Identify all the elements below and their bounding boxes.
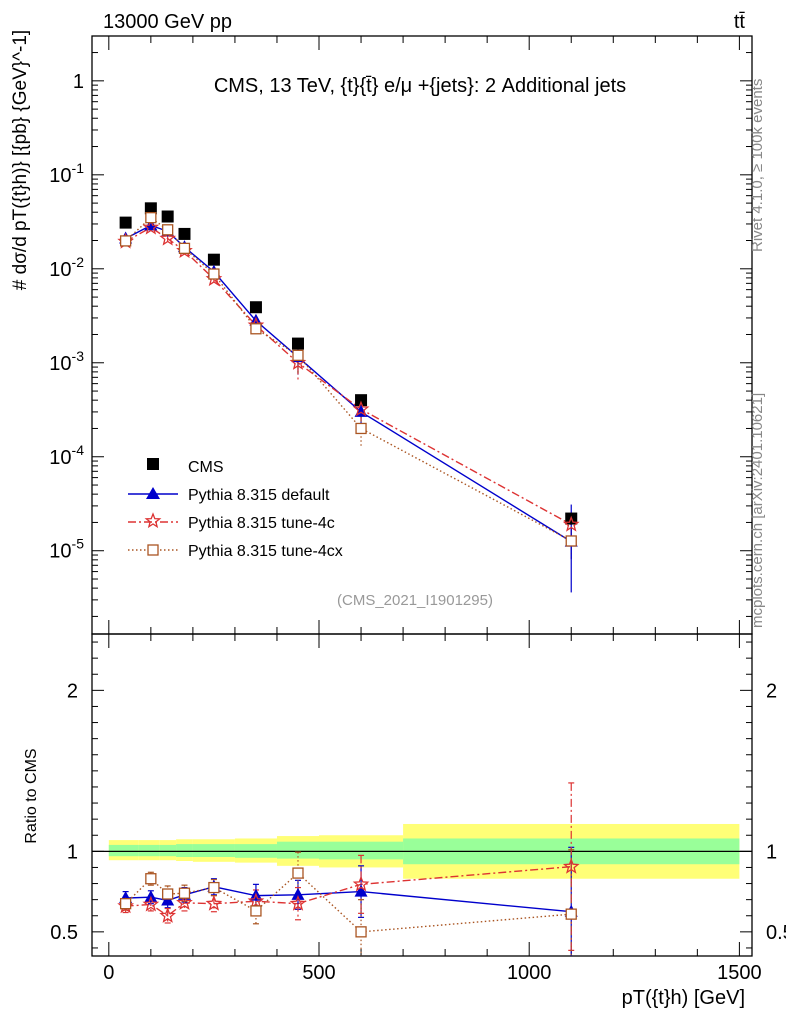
analysis-id: (CMS_2021_I1901295) bbox=[337, 592, 493, 609]
legend-tune4cx-label: Pythia 8.315 tune-4cx bbox=[188, 543, 343, 560]
legend: CMS Pythia 8.315 default Pythia 8.315 tu… bbox=[128, 458, 343, 560]
process-label: tt̄ bbox=[734, 11, 746, 33]
main-marker-cms bbox=[144, 202, 157, 215]
main-series-errorbars bbox=[125, 214, 572, 593]
ratio-series-markers bbox=[117, 857, 580, 938]
legend-tune4cx-marker bbox=[147, 544, 159, 556]
plot-title: CMS, 13 TeV, {t}{t̄} e/μ +{jets}: 2 Addi… bbox=[214, 75, 626, 97]
legend-tune4c-label: Pythia 8.315 tune-4c bbox=[188, 515, 335, 532]
legend-cms-marker bbox=[147, 458, 159, 470]
main-y-tick-label: 10-5 bbox=[49, 536, 84, 563]
ratio-y-axis-title: Ratio to CMS bbox=[23, 748, 40, 843]
main-marker-open-square bbox=[178, 242, 191, 255]
main-marker-star bbox=[159, 229, 177, 246]
energy-label: 13000 GeV pp bbox=[103, 11, 232, 33]
ratio-marker-open-square bbox=[178, 887, 191, 899]
ratio-marker-open-square bbox=[355, 926, 367, 938]
ratio-marker-star bbox=[352, 875, 370, 892]
legend-cms-label: CMS bbox=[188, 459, 224, 476]
legend-default-label: Pythia 8.315 default bbox=[188, 487, 330, 504]
main-marker-open-square bbox=[565, 535, 577, 547]
main-marker-cms bbox=[291, 337, 304, 350]
main-y-tick-label: 10-4 bbox=[49, 442, 84, 469]
main-marker-open-square bbox=[292, 349, 304, 361]
ratio-marker-open-square bbox=[292, 867, 304, 879]
ratio-marker-triangle bbox=[354, 884, 368, 897]
legend-tune4c-marker bbox=[144, 512, 162, 529]
main-marker-cms bbox=[161, 210, 174, 223]
legend-default-marker bbox=[146, 487, 160, 499]
ratio-band-green bbox=[319, 841, 404, 860]
ratio-marker-triangle bbox=[291, 887, 305, 900]
main-y-axis-title: # dσ/d pT({t}h)} [{pb} {GeV}^-1] bbox=[10, 30, 31, 290]
ratio-band-green bbox=[276, 841, 320, 859]
ratio-band-green bbox=[159, 844, 177, 857]
main-y-tick-label: 10-1 bbox=[49, 160, 84, 187]
x-tick-label: 1000 bbox=[507, 962, 552, 984]
main-series-markers bbox=[117, 202, 580, 547]
ratio-marker-open-square bbox=[145, 873, 157, 885]
ratio-y-tick-label: 1 bbox=[67, 841, 78, 863]
axis-ticks bbox=[92, 35, 752, 956]
main-marker-cms bbox=[119, 216, 132, 229]
main-marker-star bbox=[562, 515, 580, 532]
ratio-marker-star bbox=[247, 892, 265, 909]
ratio-line-star bbox=[125, 865, 572, 917]
main-line-star bbox=[125, 226, 572, 526]
main-y-tick-label: 10-2 bbox=[49, 254, 84, 281]
ratio-marker-open-square bbox=[119, 898, 132, 910]
ratio-band-green bbox=[192, 844, 235, 857]
ratio-marker-open-square bbox=[208, 881, 220, 894]
axis-tick-labels: 110-110-210-310-410-50500100015000.50.51… bbox=[49, 71, 786, 984]
main-marker-open-square bbox=[250, 323, 262, 335]
x-tick-label: 500 bbox=[302, 962, 335, 984]
ratio-y-tick-label-right: 1 bbox=[766, 841, 777, 863]
ratio-uncertainty-bands bbox=[92, 823, 752, 879]
rivet-version-label: Rivet 4.1.0, ≥ 100k events bbox=[749, 79, 766, 252]
ratio-marker-open-square bbox=[250, 905, 262, 917]
ratio-y-tick-label-right: 2 bbox=[766, 680, 777, 702]
main-marker-open-square bbox=[355, 422, 367, 435]
main-marker-open-square bbox=[162, 224, 174, 236]
ratio-marker-star bbox=[176, 894, 193, 910]
ratio-y-tick-label: 2 bbox=[67, 680, 78, 702]
ratio-marker-star bbox=[289, 894, 307, 911]
main-y-tick-label: 10-3 bbox=[49, 348, 84, 375]
main-marker-star bbox=[352, 400, 370, 417]
ratio-marker-star bbox=[159, 907, 176, 923]
ratio-marker-open-square bbox=[565, 908, 577, 920]
x-tick-label: 0 bbox=[103, 962, 114, 984]
main-marker-cms bbox=[249, 301, 262, 314]
ratio-y-tick-label: 0.5 bbox=[50, 922, 78, 944]
ratio-y-tick-label-right: 0.5 bbox=[766, 922, 786, 944]
main-marker-star bbox=[142, 218, 160, 235]
x-axis-title: pT({t}h) [GeV] bbox=[622, 987, 745, 1009]
main-marker-open-square bbox=[208, 268, 220, 280]
ratio-marker-star bbox=[142, 895, 160, 912]
ratio-line-triangle bbox=[125, 886, 572, 913]
x-tick-label: 1500 bbox=[717, 962, 762, 984]
ratio-band-green bbox=[176, 844, 193, 857]
ratio-panel-frame bbox=[91, 633, 753, 957]
ratio-marker-open-square bbox=[162, 888, 174, 900]
ratio-line-open-square bbox=[125, 872, 572, 933]
ratio-marker-star bbox=[205, 894, 223, 911]
main-marker-cms bbox=[178, 227, 191, 240]
main-marker-cms bbox=[355, 394, 368, 407]
ratio-band-green bbox=[108, 844, 139, 857]
main-marker-cms bbox=[207, 253, 220, 266]
ratio-marker-star bbox=[562, 857, 580, 874]
ratio-band-green bbox=[138, 844, 160, 857]
main-marker-open-square bbox=[119, 235, 132, 247]
main-marker-open-square bbox=[145, 212, 157, 224]
mcplots-label: mcplots.cern.ch [arXiv:2401.10621] bbox=[749, 393, 766, 628]
main-y-tick-label: 1 bbox=[73, 71, 84, 93]
